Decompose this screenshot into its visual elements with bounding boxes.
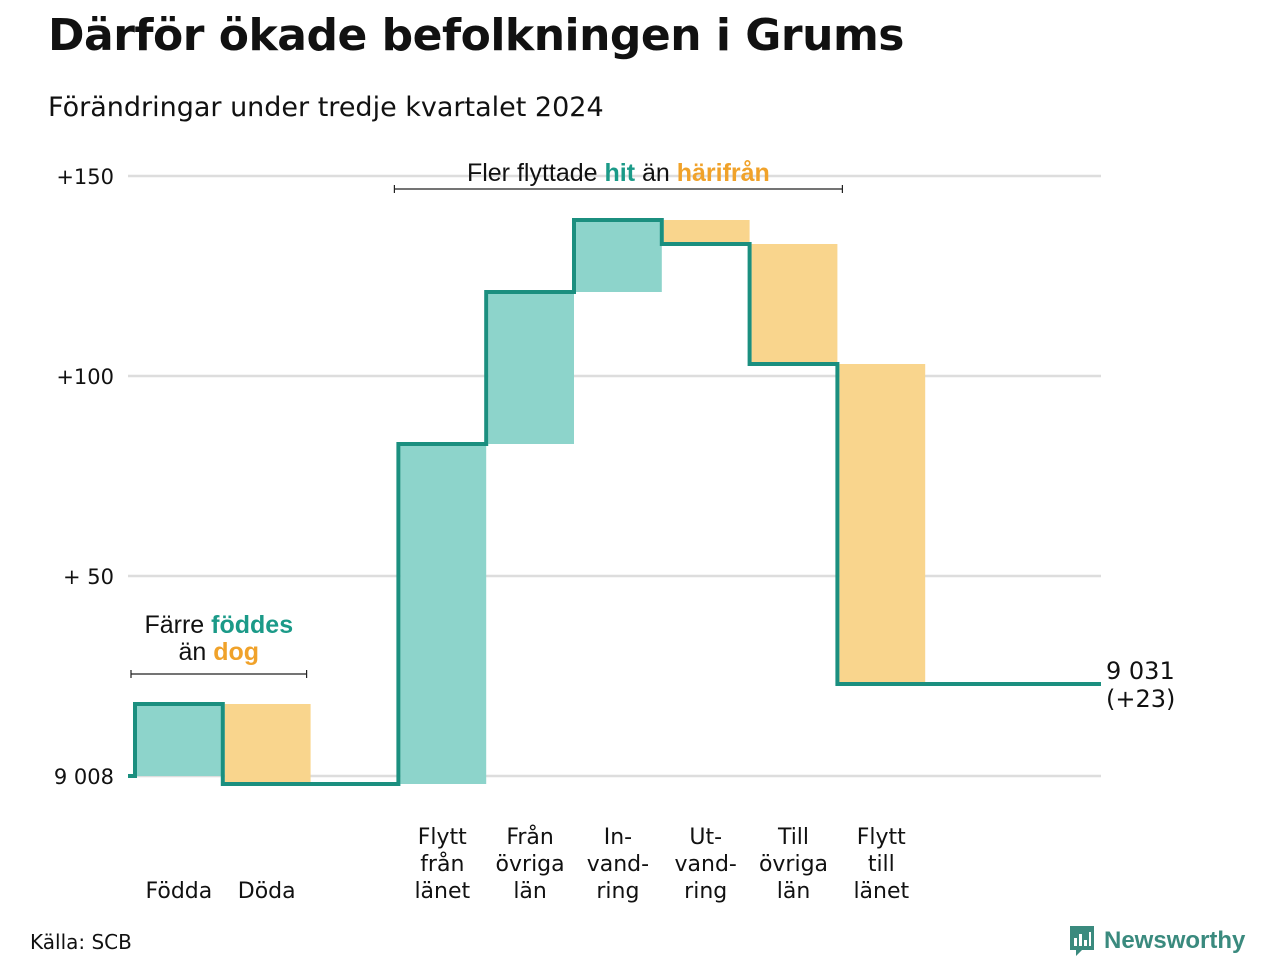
brand-name: Newsworthy	[1104, 927, 1246, 954]
category-label: övriga	[759, 852, 828, 877]
bar-in	[488, 292, 574, 444]
annotation-segment: hit	[605, 159, 636, 187]
annotation-segment: föddes	[211, 611, 293, 639]
bar-in	[137, 704, 223, 776]
category-label: till	[868, 852, 895, 877]
annotation-births-deaths-line2: än dog	[179, 638, 260, 666]
end-value-label: 9 031(+23)	[1106, 657, 1175, 713]
annotation-migration: Fler flyttade hit än härifrån	[467, 159, 770, 187]
chart-title: Därför ökade befolkningen i Grums	[48, 10, 904, 61]
bars	[137, 220, 926, 784]
newsworthy-logo-icon	[1070, 926, 1094, 956]
category-labels: Födda DödaFlyttfrånlänetFrånövrigalänIn-v…	[146, 824, 910, 904]
y-axis-labels: 9 008 + 50 +100 +150	[54, 165, 114, 789]
category-label: län	[777, 879, 811, 904]
cumulative-line	[128, 218, 1101, 786]
bar-out	[839, 364, 926, 684]
category-label: länet	[414, 879, 470, 904]
category-label: Flytt	[857, 825, 906, 850]
category-label: vand-	[587, 852, 649, 877]
bar-in	[400, 444, 487, 784]
category-label: Från	[506, 824, 554, 850]
y-tick-label: + 50	[63, 565, 114, 589]
y-tick-label: 9 008	[54, 765, 114, 789]
end-value-text: (+23)	[1106, 685, 1175, 713]
category-label: Flytt	[418, 825, 467, 850]
end-value-text: 9 031	[1106, 657, 1175, 685]
source-note: Källa: SCB	[30, 930, 132, 954]
category-label: län	[513, 879, 547, 904]
chart-subtitle: Förändringar under tredje kvartalet 2024	[48, 92, 604, 123]
y-tick-label: +100	[56, 365, 114, 389]
bar-in	[576, 220, 662, 292]
category-label: övriga	[496, 852, 565, 877]
category-label: vand-	[675, 852, 737, 877]
category-label: In-	[604, 825, 632, 850]
bar-out	[663, 220, 750, 244]
annotation-segment: Färre	[144, 611, 211, 639]
annotation-segment: än	[635, 159, 677, 187]
annotation-segment: härifrån	[677, 159, 770, 187]
category-label: Till	[777, 825, 809, 850]
annotation-segment: Fler flyttade	[467, 159, 605, 187]
category-label: ring	[684, 879, 727, 904]
category-label: länet	[853, 879, 909, 904]
category-label: ring	[596, 879, 639, 904]
annotation-segment: än	[179, 638, 214, 666]
y-tick-label: +150	[56, 165, 114, 189]
brand-logo[interactable]: Newsworthy	[1068, 924, 1245, 958]
category-label: Födda	[146, 879, 213, 904]
annotation-segment: dog	[213, 638, 259, 666]
cumulative-step-line	[128, 218, 1101, 786]
category-label: från	[420, 851, 464, 877]
bar-out	[751, 244, 838, 364]
annotation-births-deaths-line1: Färre föddes	[144, 611, 293, 639]
category-label: Ut-	[689, 825, 722, 850]
category-label: Döda	[238, 879, 296, 904]
bar-out	[224, 704, 311, 784]
